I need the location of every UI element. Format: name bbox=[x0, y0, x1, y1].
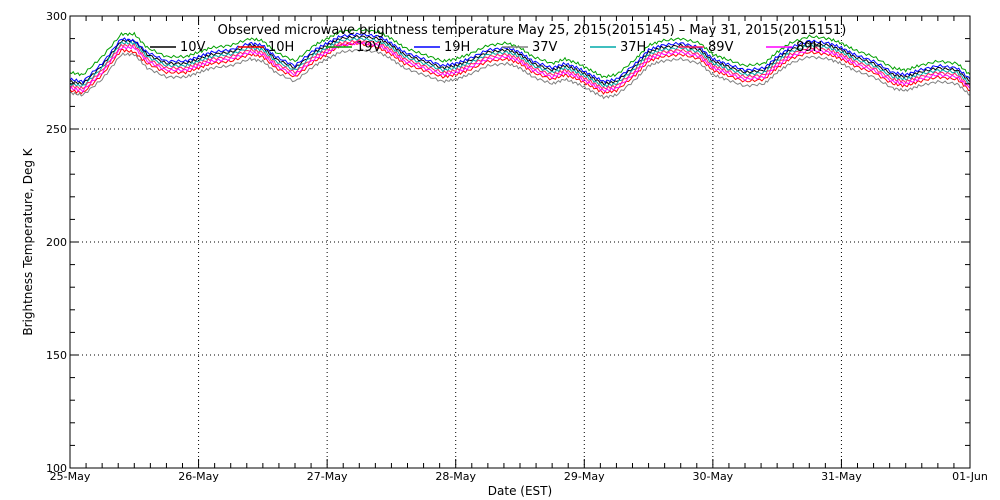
x-tick-label: 27-May bbox=[307, 470, 348, 483]
grid bbox=[70, 16, 970, 468]
legend-label-89v: 89V bbox=[708, 40, 734, 55]
y-tick-label: 300 bbox=[46, 10, 67, 23]
y-tick-label: 250 bbox=[46, 123, 67, 136]
axis-ticks bbox=[69, 15, 971, 469]
y-tick-label: 200 bbox=[46, 236, 67, 249]
legend-label-37v: 37V bbox=[532, 40, 558, 55]
chart-title: Observed microwave brightness temperatur… bbox=[218, 23, 847, 38]
x-tick-label: 01-Jun bbox=[952, 470, 988, 483]
x-tick-label: 31-May bbox=[821, 470, 862, 483]
y-tick-label: 150 bbox=[46, 349, 67, 362]
tick-labels: 100 150 200 250 300 25-May 26-May 27-May 28-May 2… bbox=[46, 10, 988, 483]
legend-label-19h: 19H bbox=[444, 40, 470, 55]
series-line-89v bbox=[69, 39, 971, 90]
x-axis-label: Date (EST) bbox=[488, 484, 552, 498]
y-tick-label: 100 bbox=[46, 462, 67, 475]
legend-label-37h: 37H bbox=[620, 40, 646, 55]
x-tick-label: 25-May bbox=[50, 470, 91, 483]
legend-label-10v: 10V bbox=[180, 40, 206, 55]
legend-label-89h: 89H bbox=[796, 40, 822, 55]
x-tick-label: 26-May bbox=[178, 470, 219, 483]
x-tick-label: 28-May bbox=[435, 470, 476, 483]
x-tick-label: 30-May bbox=[692, 470, 733, 483]
series-line-89h bbox=[69, 41, 971, 93]
x-tick-label: 29-May bbox=[564, 470, 605, 483]
legend-label-19v: 19V bbox=[356, 40, 382, 55]
series-line-37v bbox=[69, 48, 971, 100]
series-line-19v bbox=[69, 27, 971, 79]
legend-label-10h: 10H bbox=[268, 40, 294, 55]
y-axis-label: Brightness Temperature, Deg K bbox=[21, 147, 35, 335]
series-lines bbox=[69, 27, 971, 100]
legend: 10V 10H 19V 19H 37V 37H 89V 89H bbox=[150, 40, 822, 55]
series-line-19h bbox=[69, 32, 971, 84]
